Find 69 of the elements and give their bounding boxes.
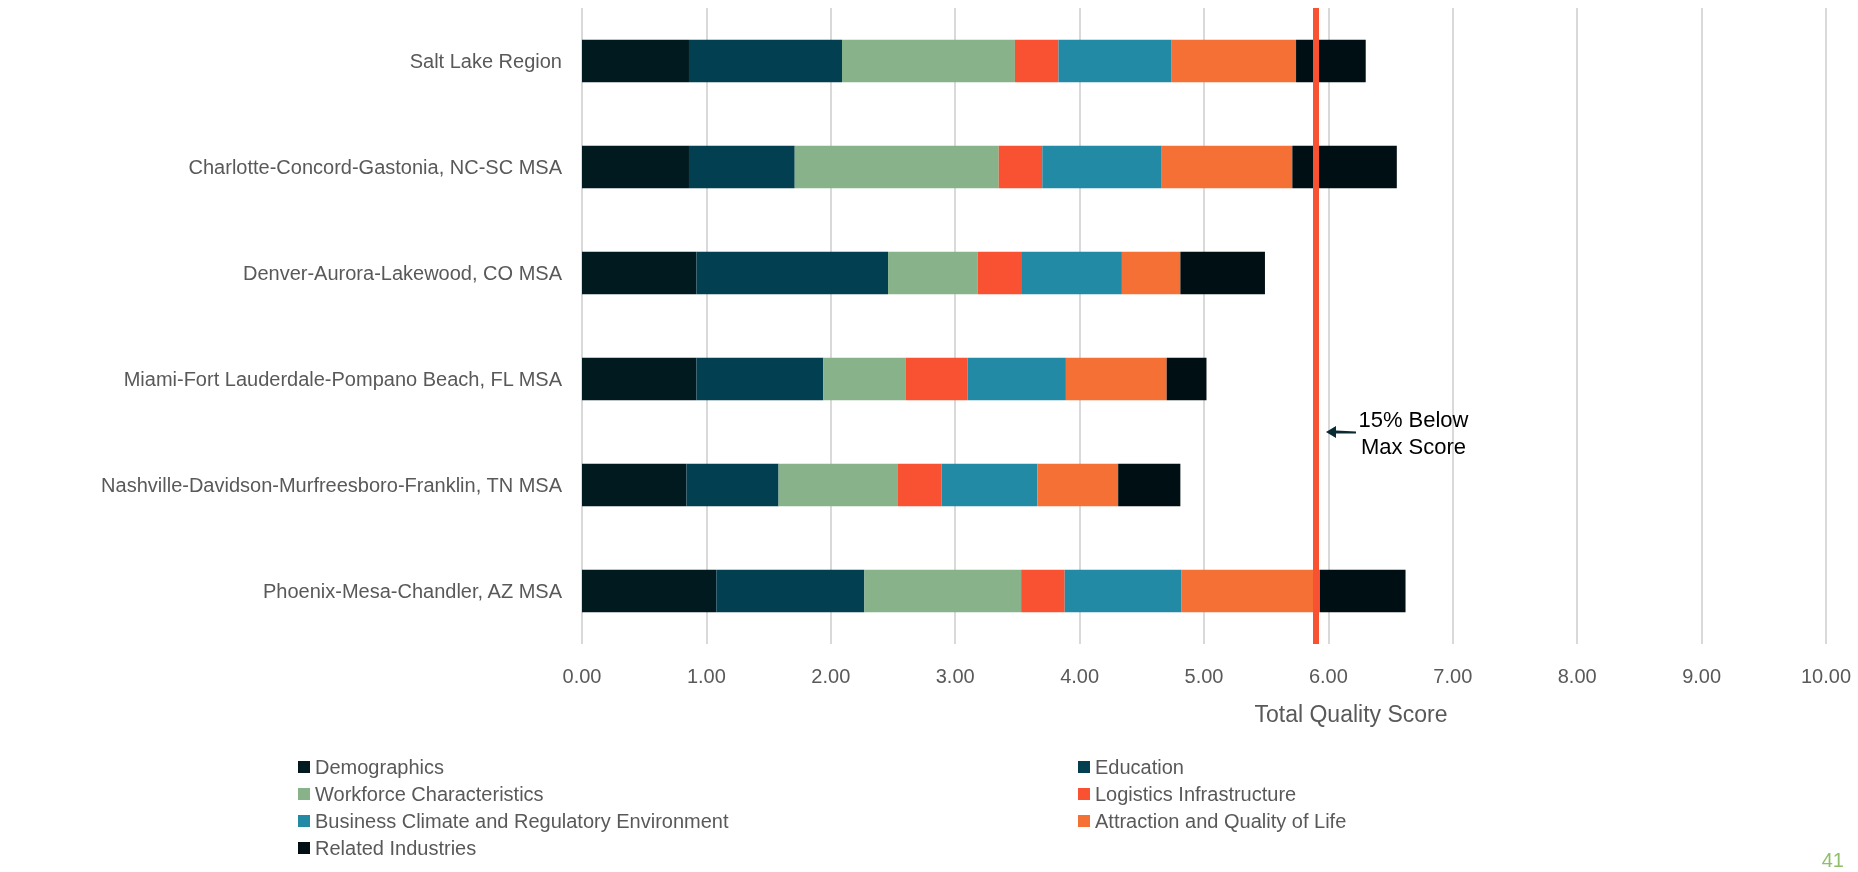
bar (1042, 145, 1162, 189)
legend-label: Workforce Characteristics (315, 783, 544, 805)
bar (696, 357, 824, 401)
bar (998, 145, 1043, 189)
bar (696, 251, 889, 295)
x-axis-title: Total Quality Score (1254, 700, 1448, 727)
bar (1121, 251, 1181, 295)
bar (582, 145, 689, 189)
bar (1021, 251, 1122, 295)
legend-label: Attraction and Quality of Life (1095, 810, 1347, 832)
bar (1319, 569, 1406, 613)
bar (1161, 145, 1293, 189)
bar (582, 357, 697, 401)
x-tick-label: 8.00 (1557, 665, 1597, 687)
bar (716, 569, 865, 613)
legend-label: Business Climate and Regulatory Environment (315, 810, 729, 832)
y-tick-label: Miami-Fort Lauderdale-Pompano Beach, FL MSA (123, 368, 563, 390)
y-tick-label: Charlotte-Concord-Gastonia, NC-SC MSA (188, 156, 563, 178)
bar (1166, 357, 1207, 401)
bar (1064, 569, 1182, 613)
text: 41 (1821, 849, 1844, 872)
bar (794, 145, 999, 189)
x-tick-label: 2.00 (811, 665, 851, 687)
bar (1058, 39, 1172, 83)
y-tick-label: Salt Lake Region (409, 50, 562, 72)
bar (864, 569, 1022, 613)
bar (1181, 569, 1320, 613)
bar (823, 357, 906, 401)
y-tick-label: Phoenix-Mesa-Chandler, AZ MSA (262, 580, 563, 602)
legend-label: Related Industries (315, 837, 477, 859)
bar (582, 569, 717, 613)
bar (1296, 39, 1366, 83)
x-tick-label: 0.00 (562, 665, 602, 687)
bar (688, 145, 795, 189)
bar (905, 357, 968, 401)
bar (977, 251, 1022, 295)
x-tick-label: 9.00 (1682, 665, 1722, 687)
x-tick-label: 6.00 (1308, 665, 1348, 687)
legend-label: Education (1095, 756, 1184, 778)
y-tick-label: Denver-Aurora-Lakewood, CO MSA (242, 262, 563, 284)
bar (1021, 569, 1065, 613)
bar (686, 463, 779, 507)
bar (1171, 39, 1297, 83)
bar (1180, 251, 1265, 295)
bar (1292, 145, 1397, 189)
x-tick-label: 10.00 (1800, 665, 1852, 687)
bar (888, 251, 978, 295)
legend-label: Logistics Infrastructure (1095, 783, 1297, 805)
bar (1014, 39, 1059, 83)
bar (897, 463, 942, 507)
bar (778, 463, 898, 507)
bar (967, 357, 1066, 401)
bar (1037, 463, 1119, 507)
bar (582, 463, 687, 507)
x-tick-label: 5.00 (1184, 665, 1224, 687)
x-tick-label: 3.00 (935, 665, 975, 687)
bar (1065, 357, 1167, 401)
legend-label: Demographics (315, 756, 444, 778)
bar (582, 251, 697, 295)
ref-line-label: 15% Below Max Score (1357, 406, 1470, 460)
x-tick-label: 4.00 (1060, 665, 1100, 687)
bar (582, 39, 689, 83)
x-tick-label: 7.00 (1433, 665, 1473, 687)
bar (688, 39, 842, 83)
bar (941, 463, 1038, 507)
x-tick-label: 1.00 (686, 665, 726, 687)
bar (842, 39, 1015, 83)
bar (1118, 463, 1181, 507)
y-tick-label: Nashville-Davidson-Murfreesboro-Franklin, TN MSA (101, 474, 563, 496)
